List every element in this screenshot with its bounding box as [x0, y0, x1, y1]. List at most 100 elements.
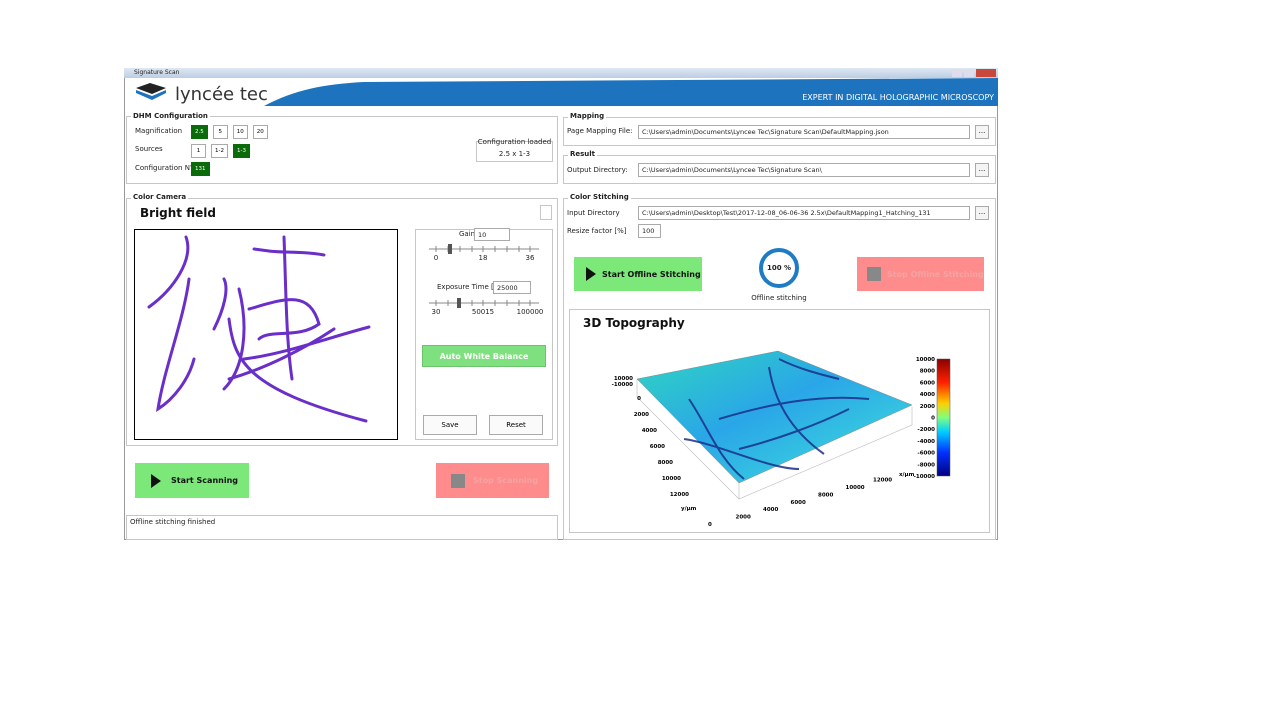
x-tick-label: 4000	[763, 507, 778, 513]
button-label: Start Offline Stitching	[602, 269, 701, 279]
slider-tick-label: 36	[525, 254, 535, 262]
auto-white-balance-button[interactable]: Auto White Balance	[422, 345, 546, 367]
z-tick-label: 10000	[614, 376, 633, 382]
button-label: Stop Scanning	[473, 476, 539, 485]
stop-stitching-button[interactable]: Stop Offline Stitching	[857, 257, 984, 291]
topography-plot: 10000 8000 6000 4000 2000 0 -2000 -4000 -6000 -80…	[612, 350, 951, 528]
panel-title: DHM Configuration	[131, 112, 210, 121]
colorbar-tick-label: -4000	[917, 439, 935, 445]
start-scanning-button[interactable]: Start Scanning	[135, 463, 249, 498]
panel-tab	[540, 205, 552, 220]
z-tick-label: -10000	[612, 382, 634, 388]
camera-settings	[415, 229, 553, 440]
colorbar-tick-label: 4000	[920, 392, 935, 398]
camera-image	[134, 229, 398, 440]
gain-input[interactable]: 10	[474, 228, 510, 241]
reset-button[interactable]: Reset	[489, 415, 543, 435]
browse-button[interactable]: ...	[975, 206, 989, 220]
colorbar-tick-label: -6000	[917, 451, 935, 457]
start-stitching-button[interactable]: Start Offline Stitching	[574, 257, 702, 291]
colorbar-tick-label: 10000	[916, 357, 935, 363]
button-label: Start Scanning	[171, 476, 238, 485]
minimize-button[interactable]	[952, 69, 962, 77]
play-icon	[586, 267, 596, 281]
colorbar-tick-label: -8000	[917, 462, 935, 468]
stop-icon	[451, 473, 465, 488]
option-button[interactable]: 20	[252, 125, 268, 139]
option-button[interactable]: 1-3	[232, 144, 250, 158]
y-tick-label: 8000	[658, 460, 673, 466]
stop-scanning-button[interactable]: Stop Scanning	[436, 463, 549, 498]
x-tick-label: 2000	[736, 515, 751, 521]
exposure-slider[interactable]	[425, 297, 545, 309]
logo-text: lyncée tec	[175, 84, 268, 105]
play-icon	[151, 473, 161, 488]
banner	[136, 78, 998, 106]
colorbar-tick-label: 6000	[920, 380, 935, 386]
colorbar-tick-label: 2000	[920, 404, 935, 410]
progress-value: 100 %	[766, 264, 792, 272]
tick-row: 0 18 36	[416, 254, 552, 264]
y-tick-label: 4000	[642, 428, 657, 434]
label: Configuration loaded	[477, 138, 552, 146]
config-loaded-box	[476, 141, 553, 162]
x-tick-label: 6000	[791, 500, 806, 506]
browse-button[interactable]: ...	[975, 163, 989, 177]
maximize-button[interactable]	[964, 69, 974, 77]
status-text: Offline stitching finished	[130, 518, 216, 526]
colorbar-tick-label: 8000	[920, 369, 935, 375]
option-button[interactable]: 1	[191, 144, 206, 158]
slider-tick-label: 0	[433, 254, 439, 262]
y-axis-label: y/µm	[681, 506, 697, 512]
tick-row: 30 50015 100000	[416, 308, 552, 318]
y-tick-label: 6000	[650, 444, 665, 450]
window-title: Signature Scan	[134, 69, 180, 76]
close-button[interactable]	[976, 69, 996, 77]
title-bar	[124, 68, 998, 78]
y-tick-label: 10000	[662, 476, 681, 482]
stop-icon	[867, 267, 881, 281]
label: Output Directory:	[567, 166, 628, 174]
option-button[interactable]: 10	[232, 125, 248, 139]
gain-slider[interactable]	[425, 243, 545, 255]
x-tick-label: 12000	[873, 478, 892, 484]
tagline: EXPERT IN DIGITAL HOLOGRAPHIC MICROSCOPY	[802, 93, 994, 102]
text-input[interactable]: C:\Users\admin\Documents\Lyncee Tec\Sign…	[638, 125, 970, 139]
browse-button[interactable]: ...	[975, 125, 989, 139]
progress-label: Offline stitching	[751, 294, 807, 302]
y-tick-label: 2000	[634, 412, 649, 418]
value: 2.5 x 1-3	[498, 150, 531, 158]
exposure-input[interactable]: 25000	[493, 281, 531, 294]
progress-ring	[759, 248, 799, 288]
x-tick-label: 0	[708, 522, 712, 528]
label: Gain	[459, 230, 476, 238]
option-group: 2.5 5 10 20	[191, 125, 268, 139]
label: Exposure Time [us]	[437, 283, 505, 291]
slider-tick-label: 18	[478, 254, 488, 262]
label: Page Mapping File:	[567, 127, 633, 135]
text-input[interactable]: 100	[638, 224, 661, 238]
slider-tick-label: 100000	[516, 308, 544, 316]
text-input[interactable]: C:\Users\admin\Desktop\Test\2017-12-08_0…	[638, 206, 970, 220]
button-label: Stop Offline Stitching	[887, 269, 984, 279]
panel-title: Color Stitching	[568, 193, 631, 202]
colorbar-tick-label: -2000	[917, 427, 935, 433]
x-axis-label: x/µm	[899, 472, 915, 478]
slider-tick-label: 30	[431, 308, 441, 316]
label: Input Directory	[567, 209, 620, 217]
panel-title: Color Camera	[131, 193, 189, 202]
option-button[interactable]: 5	[212, 125, 228, 139]
save-button[interactable]: Save	[423, 415, 477, 435]
option-button[interactable]: 2.5	[191, 125, 208, 139]
label: Configuration N°	[135, 164, 194, 172]
colorbar-tick-label: -10000	[914, 474, 936, 480]
text-input[interactable]: C:\Users\admin\Documents\Lyncee Tec\Sign…	[638, 163, 970, 177]
slider-tick-label: 50015	[471, 308, 495, 316]
option-group: 1 1-2 1-3	[191, 144, 250, 158]
option-button[interactable]: 1-2	[211, 144, 228, 158]
topography-title: 3D Topography	[583, 316, 685, 330]
y-tick-label: 0	[637, 396, 641, 402]
configuration-number[interactable]: 131	[191, 162, 210, 176]
label: Resize factor [%]	[567, 227, 627, 235]
